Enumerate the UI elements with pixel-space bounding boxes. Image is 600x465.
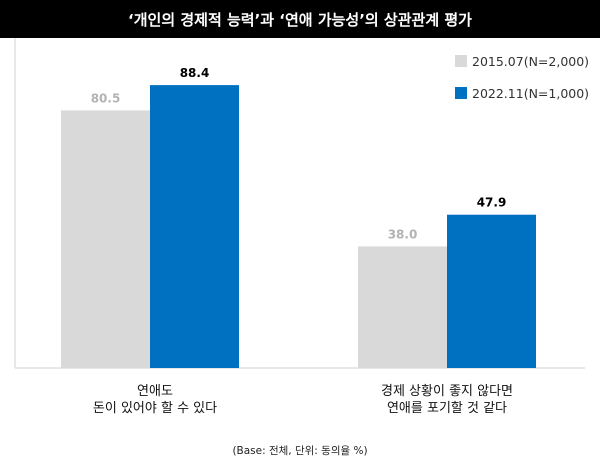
footnote: (Base: 전체, 단위: 동의율 %) bbox=[232, 445, 368, 457]
legend-label-2022: 2022.11(N=1,000) bbox=[472, 85, 590, 101]
legend: 2015.07(N=2,000) 2022.11(N=1,000) bbox=[455, 53, 589, 117]
legend-item-2015: 2015.07(N=2,000) bbox=[455, 53, 589, 69]
bar-series-2-category-2 bbox=[447, 214, 536, 368]
category-label-1: 연애도 돈이 있어야 할 수 있다 bbox=[45, 383, 265, 417]
category-label-1-line-2: 돈이 있어야 할 수 있다 bbox=[92, 401, 218, 416]
bar-series-1-category-2 bbox=[358, 246, 447, 368]
legend-item-2022: 2022.11(N=1,000) bbox=[455, 85, 589, 101]
legend-swatch-2015 bbox=[455, 55, 467, 67]
category-label-2-line-1: 경제 상황이 좋지 않다면 bbox=[381, 384, 513, 399]
bar-series-2-category-1 bbox=[150, 85, 239, 369]
data-label-series-1-category-1: 80.5 bbox=[91, 91, 121, 105]
legend-swatch-2022 bbox=[455, 87, 467, 99]
category-label-1-line-1: 연애도 bbox=[137, 384, 173, 399]
category-label-2: 경제 상황이 좋지 않다면 연애를 포기할 것 같다 bbox=[337, 383, 557, 417]
data-label-series-1-category-2: 38.0 bbox=[388, 227, 418, 241]
chart-title: ‘개인의 경제적 능력’과 ‘연애 가능성’의 상관관계 평가 bbox=[0, 0, 600, 38]
bar-series-1-category-1 bbox=[61, 110, 150, 369]
legend-label-2015: 2015.07(N=2,000) bbox=[472, 53, 590, 69]
category-label-2-line-2: 연애를 포기할 것 같다 bbox=[386, 401, 508, 416]
data-label-series-2-category-2: 47.9 bbox=[477, 196, 507, 210]
data-label-series-2-category-1: 88.4 bbox=[180, 66, 210, 80]
